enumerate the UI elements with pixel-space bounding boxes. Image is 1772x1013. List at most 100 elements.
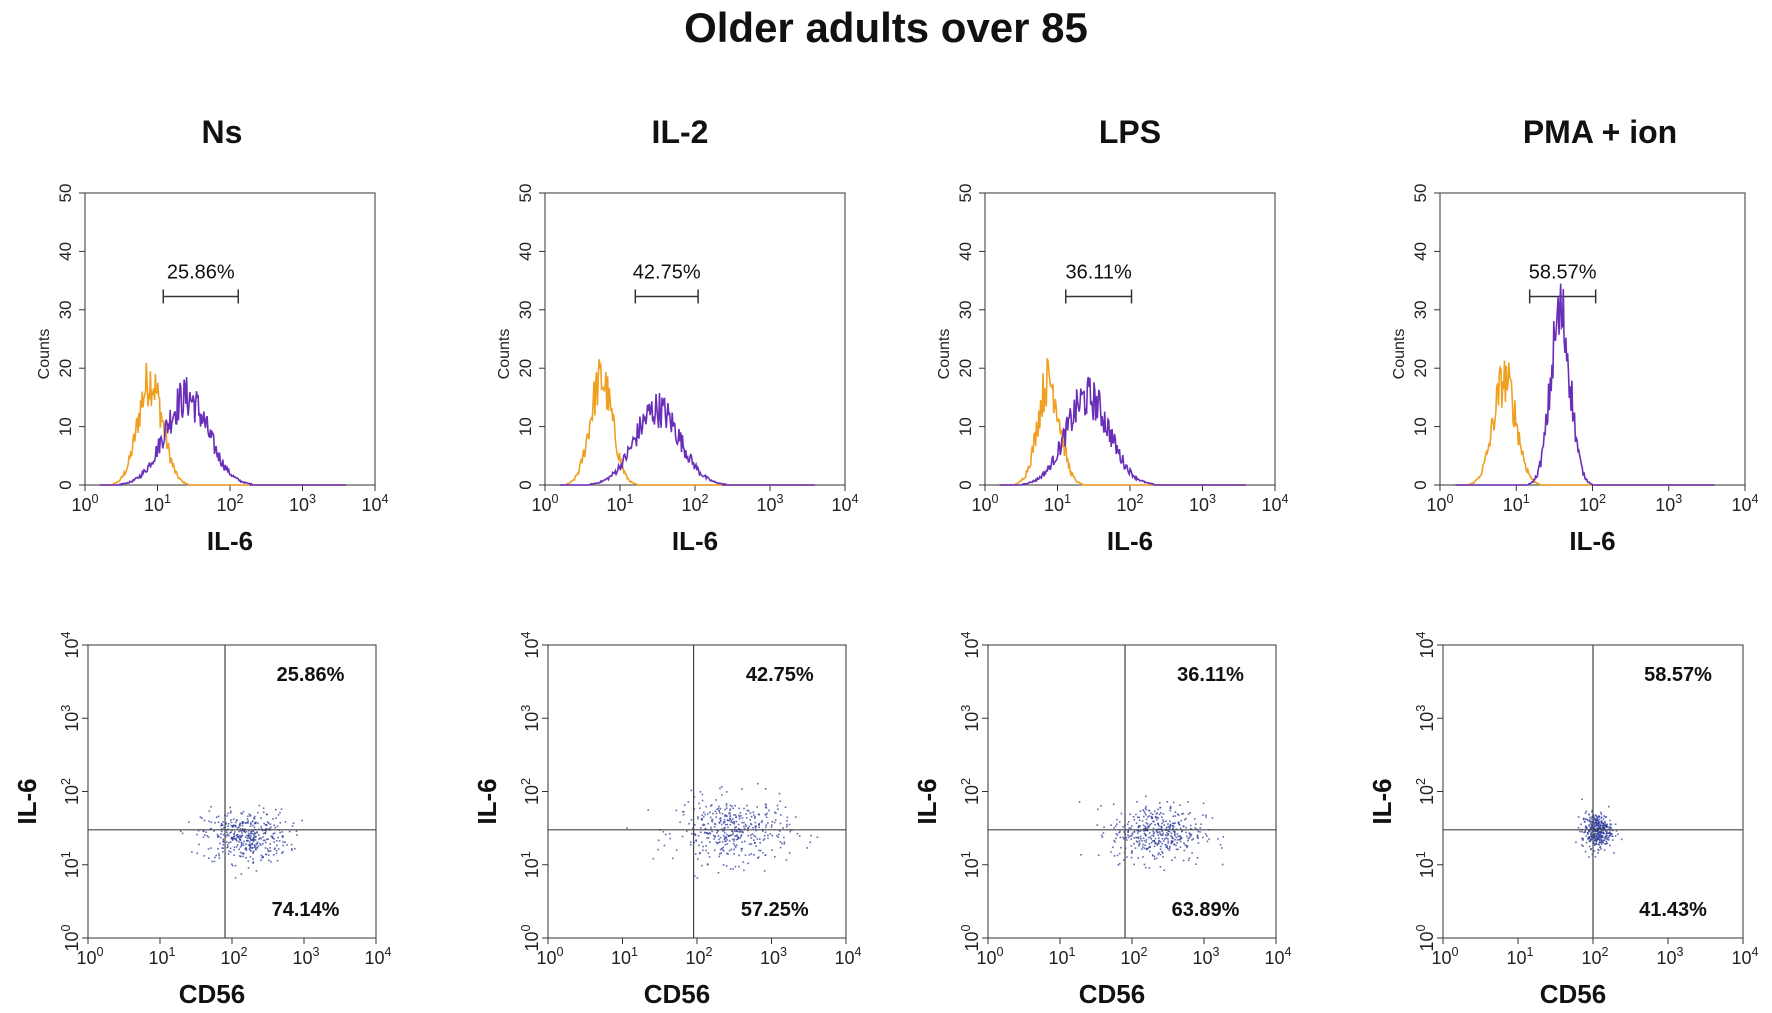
event-dot bbox=[728, 819, 731, 822]
event-dot bbox=[1156, 843, 1159, 845]
event-dot bbox=[713, 838, 715, 840]
event-dot bbox=[1182, 859, 1185, 862]
event-dot bbox=[1133, 819, 1136, 821]
event-dot bbox=[1131, 851, 1133, 853]
y-tick-label: 30 bbox=[56, 300, 75, 319]
event-dot bbox=[1131, 850, 1133, 852]
event-dot bbox=[806, 847, 808, 849]
event-dot bbox=[1177, 848, 1179, 851]
svg-text:102: 102 bbox=[1581, 945, 1608, 968]
event-dot bbox=[1100, 834, 1103, 837]
event-dot bbox=[1599, 845, 1602, 848]
event-dot bbox=[222, 847, 224, 849]
event-dot bbox=[1146, 848, 1148, 850]
event-dot bbox=[1608, 835, 1611, 837]
event-dot bbox=[734, 830, 736, 833]
event-dot bbox=[213, 830, 215, 832]
event-dot bbox=[701, 818, 703, 821]
event-dot bbox=[272, 854, 275, 856]
svg-text:101: 101 bbox=[59, 851, 82, 878]
event-dot bbox=[1164, 838, 1166, 840]
event-dot bbox=[762, 830, 764, 832]
event-dot bbox=[1605, 843, 1608, 845]
event-dot bbox=[1156, 812, 1159, 814]
event-dot bbox=[1592, 833, 1595, 836]
event-dot bbox=[1114, 841, 1116, 843]
event-dot bbox=[1161, 838, 1164, 840]
event-dot bbox=[728, 839, 731, 842]
svg-text:102: 102 bbox=[1579, 492, 1606, 515]
event-dot bbox=[734, 865, 737, 868]
event-dot bbox=[1600, 820, 1603, 822]
event-dot bbox=[1219, 844, 1222, 846]
event-dot bbox=[1167, 833, 1170, 835]
event-dot bbox=[1153, 820, 1155, 823]
event-dot bbox=[1593, 816, 1595, 818]
event-dot bbox=[743, 807, 745, 810]
event-dot bbox=[724, 837, 726, 840]
event-dot bbox=[247, 839, 250, 842]
event-dot bbox=[269, 843, 272, 845]
y-tick-label: 30 bbox=[516, 300, 535, 319]
y-tick-label: 101 bbox=[519, 851, 542, 878]
event-dot bbox=[1607, 832, 1610, 834]
event-dot bbox=[1145, 818, 1148, 821]
event-dot bbox=[1166, 846, 1168, 848]
event-dot bbox=[774, 811, 776, 814]
event-dot bbox=[250, 843, 253, 846]
event-dot bbox=[702, 849, 704, 852]
event-dot bbox=[652, 857, 655, 860]
x-tick-label: 100 bbox=[1426, 492, 1453, 515]
event-dot bbox=[246, 818, 249, 820]
event-dot bbox=[738, 815, 741, 818]
event-dot bbox=[1188, 857, 1191, 859]
x-tick-label: 102 bbox=[1581, 945, 1608, 968]
event-dot bbox=[1158, 813, 1161, 816]
event-dot bbox=[657, 839, 660, 842]
event-dot bbox=[698, 802, 700, 805]
event-dot bbox=[1601, 835, 1604, 838]
event-dot bbox=[1187, 801, 1189, 803]
event-dot bbox=[227, 812, 229, 815]
event-dot bbox=[1609, 844, 1611, 847]
svg-text:104: 104 bbox=[831, 492, 858, 515]
svg-text:103: 103 bbox=[756, 492, 783, 515]
event-dot bbox=[260, 854, 263, 857]
event-dot bbox=[1131, 833, 1134, 836]
event-dot bbox=[251, 830, 253, 832]
event-dot bbox=[1157, 808, 1159, 811]
event-dot bbox=[752, 827, 754, 829]
event-dot bbox=[1601, 839, 1603, 841]
event-dot bbox=[1168, 849, 1171, 852]
event-dot bbox=[249, 843, 251, 846]
event-dot bbox=[1145, 814, 1147, 816]
event-dot bbox=[735, 838, 738, 841]
event-dot bbox=[269, 847, 271, 849]
event-dot bbox=[1181, 830, 1183, 833]
event-dot bbox=[1187, 813, 1190, 815]
x-tick-label: 103 bbox=[289, 492, 316, 515]
event-dot bbox=[238, 830, 240, 833]
event-dot bbox=[1604, 837, 1606, 839]
event-dot bbox=[777, 808, 779, 810]
event-dot bbox=[226, 841, 228, 843]
svg-text:102: 102 bbox=[1120, 945, 1147, 968]
event-dot bbox=[734, 826, 736, 828]
event-dot bbox=[1597, 833, 1599, 836]
event-dot bbox=[262, 836, 264, 838]
event-dot bbox=[199, 816, 202, 818]
event-dot bbox=[754, 835, 757, 838]
event-dot bbox=[768, 809, 770, 812]
event-dot bbox=[1608, 826, 1610, 829]
event-dot bbox=[1611, 832, 1613, 835]
event-dot bbox=[1115, 837, 1117, 840]
event-dot bbox=[731, 818, 734, 820]
event-dot bbox=[1183, 842, 1185, 844]
event-dot bbox=[260, 859, 262, 862]
event-dot bbox=[785, 859, 788, 861]
y-tick-label: 20 bbox=[516, 359, 535, 378]
x-tick-label: 101 bbox=[1503, 492, 1530, 515]
event-dot bbox=[1185, 826, 1187, 829]
event-dot bbox=[1158, 837, 1160, 839]
event-dot bbox=[1159, 841, 1162, 843]
